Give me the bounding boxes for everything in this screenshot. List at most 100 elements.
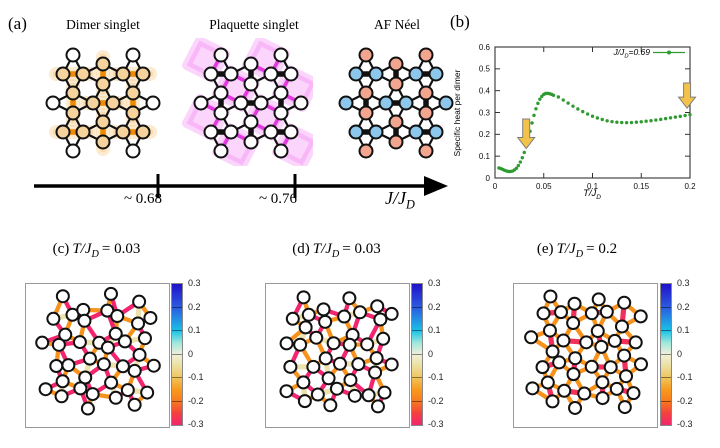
lattice-node xyxy=(342,337,357,352)
data-point xyxy=(576,107,580,111)
lattice-node xyxy=(418,143,434,159)
lattice-node xyxy=(105,95,121,111)
lattice-node xyxy=(384,357,399,372)
lattice-node xyxy=(557,383,572,398)
lattice-node xyxy=(337,309,352,324)
y-tick-label: 0.1 xyxy=(479,152,491,161)
data-point xyxy=(624,120,629,125)
lattice-node xyxy=(253,95,269,111)
colorbar-tick-label: -0.2 xyxy=(188,395,204,406)
lattice-node xyxy=(584,359,599,374)
lattice-node xyxy=(293,95,309,111)
lattice-node xyxy=(368,124,384,140)
lattice-node xyxy=(108,326,123,341)
lattice-node xyxy=(115,359,130,374)
x-tick-label: 0.15 xyxy=(633,182,649,191)
bond-correlation-lattice-d xyxy=(265,283,410,428)
lattice-node xyxy=(633,357,648,372)
lattice-node xyxy=(243,114,259,130)
lattice-node xyxy=(73,381,88,396)
phase-boundary-0.68: ~ 0.68 xyxy=(123,191,163,207)
lattice-node xyxy=(388,56,404,72)
lattice-node xyxy=(293,337,308,352)
lattice-node xyxy=(38,382,53,397)
y-tick-label: 0.2 xyxy=(479,130,491,139)
colorbar-tick-label: -0.2 xyxy=(428,395,444,406)
data-point xyxy=(522,150,526,155)
colorbar-tick-label: 0 xyxy=(428,348,434,359)
colorbar-tick xyxy=(412,377,422,378)
panel-c-title: (c) T/JD = 0.03 xyxy=(25,241,168,260)
lattice-node xyxy=(552,355,567,370)
lattice-node xyxy=(351,357,366,372)
panel-c-temp-var: T/J xyxy=(72,241,92,257)
lattice-node xyxy=(203,66,219,82)
lattice-node xyxy=(95,134,111,150)
data-point xyxy=(595,116,600,120)
colorbar-tick-label: -0.3 xyxy=(428,419,444,429)
lattice-node xyxy=(296,375,311,390)
phase-axis-label-main: J/J xyxy=(385,188,406,208)
lattice-node xyxy=(80,401,95,416)
lattice-node xyxy=(540,375,555,390)
lattice-node xyxy=(51,337,66,352)
panel-e-temp-var: T/J xyxy=(556,241,576,257)
data-point xyxy=(516,163,521,168)
bond-correlation-lattice-e xyxy=(513,283,658,428)
panel-d-temp-var: T/J xyxy=(312,241,332,257)
data-point xyxy=(556,95,561,99)
colorbar-tick xyxy=(172,330,182,331)
lattice-node xyxy=(428,124,444,140)
data-point xyxy=(514,166,519,170)
y-tick-label: 0.6 xyxy=(479,43,491,52)
lattice-node xyxy=(591,292,606,307)
phase-axis-arrow xyxy=(34,174,448,198)
lattice-node xyxy=(595,375,610,390)
lattice-node xyxy=(279,384,294,399)
lattice-node xyxy=(223,124,239,140)
colorbar-tick-label: 0.3 xyxy=(677,278,690,288)
lattice-node xyxy=(378,95,394,111)
lattice-node xyxy=(55,124,71,140)
y-tick-label: 0.4 xyxy=(479,86,491,95)
lattice-node xyxy=(96,357,111,372)
lattice-node xyxy=(263,66,279,82)
lattice-node xyxy=(55,374,70,389)
lattice-node xyxy=(127,363,142,378)
x-tick-label: 0.2 xyxy=(684,182,696,191)
lattice-node xyxy=(100,340,115,355)
lattice-node xyxy=(263,124,279,140)
panel-a-label: (a) xyxy=(8,14,27,33)
lattice-node xyxy=(140,385,155,400)
colorbar-gradient xyxy=(660,283,672,426)
lattice-node xyxy=(223,66,239,82)
data-point xyxy=(620,120,624,125)
colorbar-tick-label: 0 xyxy=(677,348,683,359)
lattice-node xyxy=(125,47,141,63)
colorbar-tick-label: -0.2 xyxy=(677,395,693,406)
lattice-node xyxy=(65,105,81,121)
colorbar-tick xyxy=(661,400,671,402)
colorbar-tick-label: -0.1 xyxy=(428,372,444,382)
data-point xyxy=(534,107,538,111)
phase-boundary-0.76: ~ 0.76 xyxy=(258,191,298,207)
data-point xyxy=(668,116,673,120)
legend-label-value: =0.69 xyxy=(628,47,650,57)
lattice-node xyxy=(318,314,333,329)
x-tick-label: 0 xyxy=(493,182,498,191)
lattice-node xyxy=(361,388,376,403)
lattice-node xyxy=(213,47,229,63)
colorbar-tick-label: 0.1 xyxy=(428,325,441,335)
data-point xyxy=(663,116,668,121)
lattice-node xyxy=(388,114,404,130)
lattice-node xyxy=(95,56,111,72)
colorbar-tick xyxy=(661,377,671,378)
lattice-node xyxy=(297,394,312,409)
lattice-node xyxy=(369,351,384,366)
lattice-node xyxy=(321,371,336,386)
lattice-node xyxy=(614,319,629,334)
panel-e-temp-value: = 0.2 xyxy=(586,241,618,257)
lattice-node xyxy=(358,143,374,159)
data-point xyxy=(590,114,595,118)
